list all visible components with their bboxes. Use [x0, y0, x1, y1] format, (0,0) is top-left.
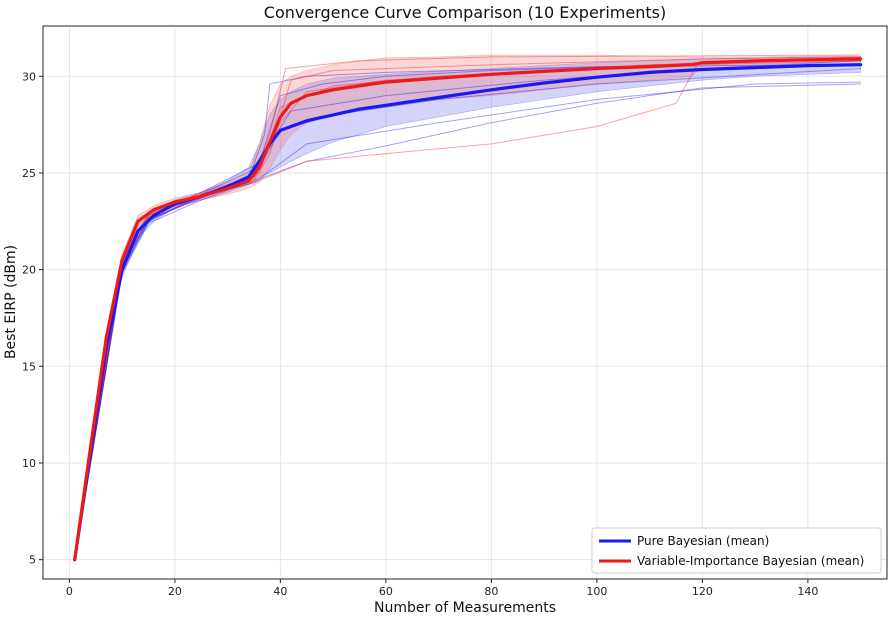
- legend-label-pure: Pure Bayesian (mean): [637, 534, 769, 548]
- mean-line-0: [73, 63, 863, 562]
- legend: Pure Bayesian (mean) Variable-Importance…: [591, 527, 882, 574]
- y-tick-label: 15: [22, 360, 36, 373]
- band-0: [74, 56, 861, 560]
- run-line-10: [74, 58, 861, 560]
- confidence-bands: [74, 54, 861, 560]
- run-line-0: [74, 64, 861, 560]
- x-tick-label: 140: [797, 585, 818, 598]
- mean-lines: [73, 57, 863, 562]
- x-tick-label: 40: [273, 585, 287, 598]
- plot-frame: [42, 25, 888, 580]
- x-tick-label: 0: [66, 585, 73, 598]
- mean-line-1: [73, 57, 863, 562]
- y-tick-label: 20: [22, 264, 36, 277]
- band-1: [74, 54, 861, 560]
- run-line-6: [74, 56, 861, 560]
- x-tick-label: 20: [168, 585, 182, 598]
- run-line-1: [74, 83, 861, 560]
- x-axis-ticks: 0 20 40 60 80 100 120 140: [66, 579, 818, 598]
- x-tick-label: 120: [692, 585, 713, 598]
- y-tick-label: 10: [22, 457, 36, 470]
- run-line-7: [74, 58, 861, 560]
- run-line-4: [74, 58, 861, 560]
- x-tick-label: 100: [586, 585, 607, 598]
- individual-runs: [74, 54, 861, 560]
- x-axis-label: Number of Measurements: [374, 600, 556, 616]
- y-tick-label: 30: [22, 70, 36, 83]
- y-tick-label: 5: [29, 554, 36, 567]
- run-line-2: [74, 68, 861, 560]
- run-line-5: [74, 81, 861, 560]
- chart-title: Convergence Curve Comparison (10 Experim…: [264, 3, 666, 22]
- x-tick-label: 60: [379, 585, 393, 598]
- y-axis-ticks: 5 10 15 20 25 30: [22, 70, 43, 567]
- legend-label-variable: Variable-Importance Bayesian (mean): [637, 554, 864, 568]
- run-line-9: [74, 54, 861, 560]
- x-tick-label: 80: [484, 585, 498, 598]
- legend-box: [591, 527, 882, 574]
- y-tick-label: 25: [22, 167, 36, 180]
- run-line-8: [74, 60, 861, 560]
- y-axis-label: Best EIRP (dBm): [3, 245, 19, 359]
- run-line-3: [74, 60, 861, 560]
